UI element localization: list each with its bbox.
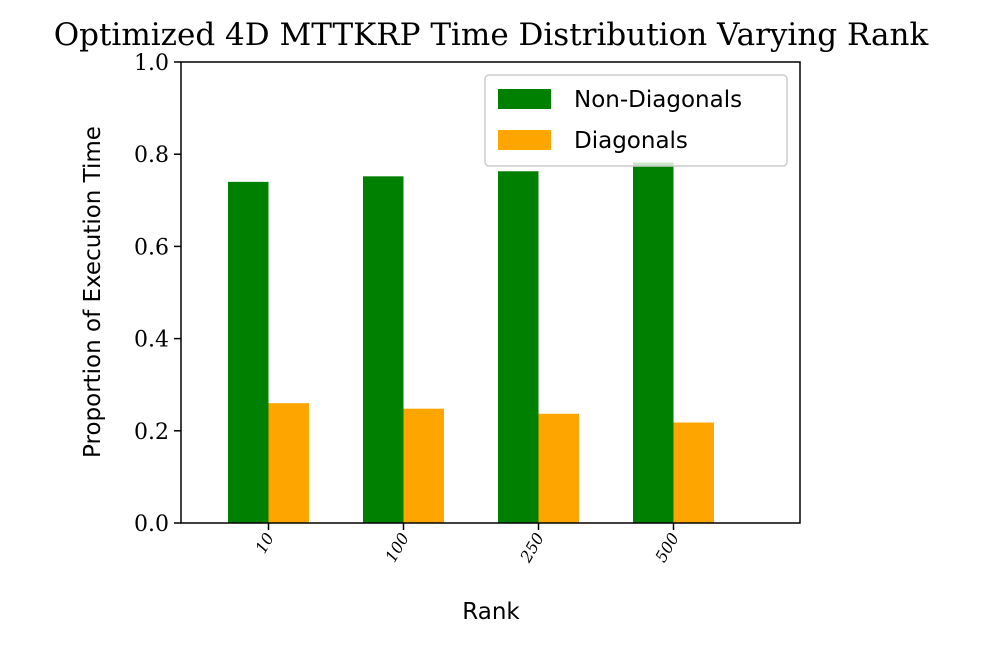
bar-non-diagonals-10	[228, 181, 269, 524]
legend-label-diagonals: Diagonals	[574, 128, 688, 154]
x-axis: 10 100 250 500	[251, 523, 683, 566]
y-tick-label: 0.8	[134, 143, 169, 168]
y-tick-label: 0.2	[134, 420, 169, 445]
x-axis-label: Rank	[462, 599, 520, 625]
legend-entries: Non-Diagonals Diagonals	[498, 87, 742, 154]
x-tick-label-10: 10	[251, 530, 278, 557]
bar-diagonals-10	[268, 403, 309, 523]
legend-box	[484, 74, 788, 167]
legend: Non-Diagonals Diagonals	[484, 74, 788, 167]
chart-title: Optimized 4D MTTKRP Time Distribution Va…	[54, 17, 929, 53]
y-tick-label: 1.0	[134, 51, 169, 76]
legend-label-non-diagonals: Non-Diagonals	[574, 87, 742, 113]
x-tick-label-250: 250	[516, 530, 548, 567]
y-tick-label: 0.6	[134, 235, 169, 260]
y-tick-label: 0.4	[134, 328, 169, 353]
bar-non-diagonals-500	[633, 162, 674, 524]
bar-non-diagonals-100	[363, 176, 404, 523]
x-tick-label-500: 500	[651, 530, 683, 566]
x-tick-label-100: 100	[381, 530, 413, 566]
bar-diagonals-100	[403, 408, 444, 523]
bar-non-diagonals-250	[498, 171, 539, 523]
y-axis-label: Proportion of Execution Time	[80, 126, 106, 458]
legend-swatch-non-diagonals	[498, 89, 551, 109]
bars-layer	[228, 162, 714, 524]
y-axis: 0.0 0.2 0.4 0.6 0.8 1.0	[134, 51, 181, 537]
bar-diagonals-500	[673, 422, 714, 523]
plot-frame	[180, 61, 801, 524]
legend-swatch-diagonals	[498, 130, 551, 150]
y-tick-label: 0.0	[134, 512, 169, 537]
bar-diagonals-250	[538, 413, 579, 523]
